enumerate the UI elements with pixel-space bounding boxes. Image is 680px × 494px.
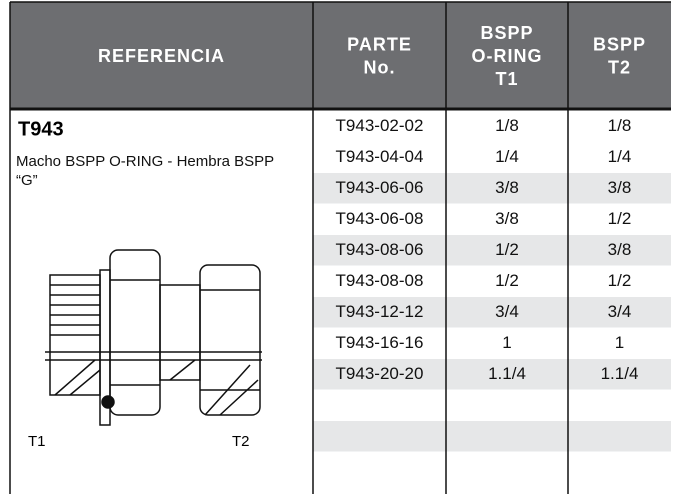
fitting-drawing [45,249,262,426]
table-cell: 1/2 [495,271,519,290]
header-cell: BSPP [593,34,646,54]
table-cell: T943-06-06 [336,178,424,197]
table-cell: 3/8 [608,240,632,259]
table-cell: 1/2 [495,240,519,259]
table-cell: 3/8 [608,178,632,197]
table-cell: 1 [502,333,511,352]
table-cell: T943-02-02 [336,116,424,135]
grid [9,1,671,494]
table-cell: T943-08-08 [336,271,424,290]
row-bg [313,421,671,452]
rows: T943-02-02 1/8 1/8 T943-04-04 1/4 1/4 T943-06-… [313,116,671,484]
ref-description: Macho BSPP O-RING - Hembra BSPP “G” [16,153,274,189]
row-bg [313,297,671,328]
port-label: T2 [232,433,250,450]
header-bg [10,2,671,108]
row-bg [313,359,671,390]
header-cell: No. [364,57,396,77]
table-cell: 1/4 [608,147,632,166]
row-bg [313,235,671,266]
header-cell: REFERENCIA [98,46,225,66]
table-cell: 3/4 [495,302,519,321]
header-cell: BSPP [480,23,533,43]
table-cell: 1/4 [495,147,519,166]
header: REFERENCIA PARTE No. BSPP O-RING T1 BSPP T2 [98,23,646,89]
table-cell: 3/4 [608,302,632,321]
header-cell: T1 [495,69,518,89]
port-label: T1 [28,433,46,450]
table-cell: 1/2 [608,271,632,290]
table-cell: 1/8 [495,116,519,135]
table-cell: 3/8 [495,178,519,197]
table-cell: T943-20-20 [336,364,424,383]
table-cell: T943-16-16 [336,333,424,352]
header-cell: T2 [608,57,631,77]
table-cell: 1/8 [608,116,632,135]
table-cell: 1/2 [608,209,632,228]
table-cell: 3/8 [495,209,519,228]
ref-code: T943 [18,118,64,140]
desc-box: Macho BSPP O-RING - Hembra BSPP “G” [16,153,274,189]
table-cell: 1.1/4 [601,364,639,383]
table-cell: T943-08-06 [336,240,424,259]
table-cell: 1 [615,333,624,352]
table-cell: 1.1/4 [488,364,526,383]
table-cell: T943-06-08 [336,209,424,228]
row-bg [313,173,671,204]
table-cell: T943-04-04 [336,147,424,166]
table-cell: T943-12-12 [336,302,424,321]
header-cell: O-RING [472,46,543,66]
header-cell: PARTE [347,34,412,54]
